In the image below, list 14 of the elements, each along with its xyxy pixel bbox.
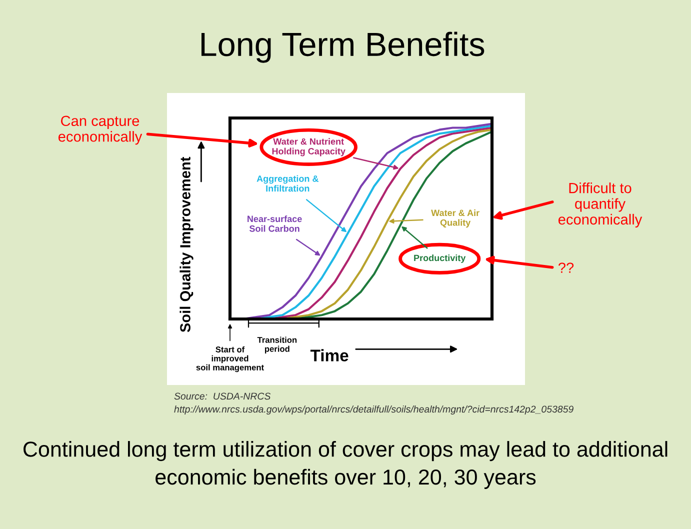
text: Can capture economically [58, 116, 142, 145]
text: Aggregation & Infiltration [256, 175, 318, 192]
legend-label: Water & Air Quality [431, 209, 480, 228]
text: Near-surface Soil Carbon [248, 215, 302, 232]
x-axis-title: Time [310, 349, 348, 362]
text: Productivity [414, 254, 466, 263]
text: Water & Nutrient Holding Capacity [272, 138, 346, 156]
chart-title: Long Term Benefits [201, 32, 484, 63]
text: Difficult to quantify economically [558, 182, 642, 228]
text: Continued long term utilization of cover crops may lead to additional economic benefits over 10, 20, 30 years [24, 441, 668, 489]
y-axis-title: Soil Quality Improvement [180, 156, 194, 332]
text: http://www.nrcs.usda.gov/wps/portal/nrcs/detailfull/soils/health/mgnt/?cid=nrcs142p2_053859 [174, 405, 574, 415]
text: ?? [558, 262, 574, 273]
source-note: Source: USDA-NRCS [174, 392, 271, 400]
